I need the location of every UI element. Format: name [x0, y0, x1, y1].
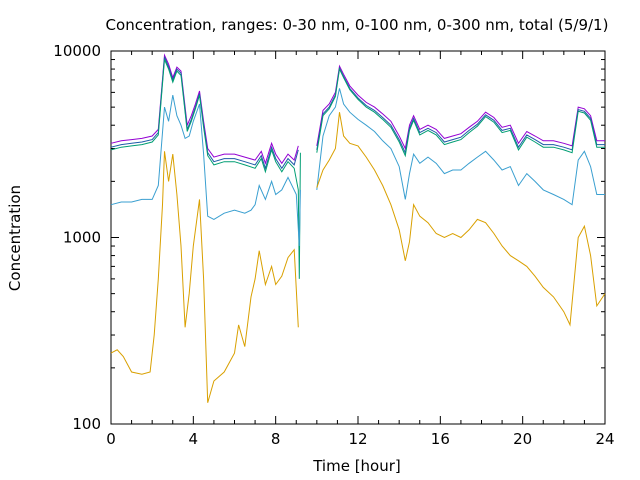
series-line-1: [316, 64, 605, 151]
chart-title: Concentration, ranges: 0-30 nm, 0-100 nm…: [106, 16, 609, 34]
series-line-3: [316, 67, 605, 158]
y-axis-label: Concentration: [6, 185, 24, 291]
y-tick-label: 10000: [53, 42, 101, 60]
series-line-5: [110, 151, 299, 403]
series-line-3: [110, 59, 301, 279]
x-tick-label: 16: [431, 430, 450, 448]
x-tick-label: 0: [106, 430, 116, 448]
x-tick-label: 8: [271, 430, 281, 448]
x-tick-label: 20: [513, 430, 532, 448]
series-lines: [110, 53, 606, 403]
x-tick-label: 12: [348, 430, 367, 448]
x-tick-label: 24: [595, 430, 614, 448]
x-axis-label: Time [hour]: [312, 457, 401, 475]
y-tick-label: 1000: [63, 229, 101, 247]
series-line-1: [110, 53, 299, 165]
series-line-2: [316, 66, 605, 155]
axis-ticks: 0 4 8 12 16 20 24 100 1000 10000: [53, 42, 614, 448]
series-line-4: [316, 88, 605, 206]
y-tick-label: 100: [72, 415, 101, 433]
series-line-4: [110, 95, 301, 247]
x-tick-label: 4: [189, 430, 199, 448]
series-line-5: [316, 112, 606, 327]
series-line-2: [110, 56, 299, 170]
